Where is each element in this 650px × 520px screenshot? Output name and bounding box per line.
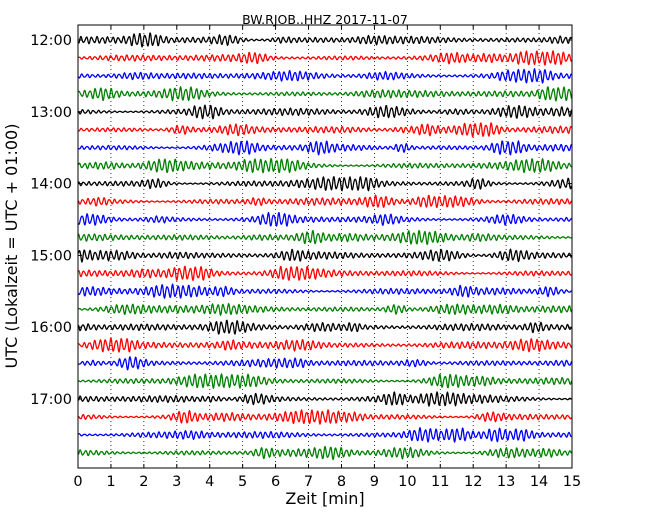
trace-line-1745: [77, 445, 573, 461]
x-tick-label: 15: [563, 474, 581, 490]
trace-line-1300: [77, 104, 573, 120]
trace-line-1545: [78, 303, 573, 316]
x-axis-label: Zeit [min]: [285, 489, 364, 508]
trace-line-1730: [78, 427, 572, 443]
trace-line-1345: [77, 157, 572, 174]
x-axis: 0 1 2 3 4 5 6 7 8 9 10 11 12 13 14 15: [73, 25, 581, 490]
y-axis: 12:00 13:00 14:00 15:00 16:00 17:00: [30, 33, 572, 408]
trace-line-1200: [78, 32, 573, 48]
trace-line-1245: [78, 86, 573, 102]
x-tick-label: 12: [464, 474, 482, 490]
trace-line-1715: [77, 409, 573, 425]
x-tick-label: 8: [337, 474, 346, 490]
y-tick-label: 16:00: [30, 320, 72, 336]
x-tick-label: 3: [172, 474, 181, 490]
y-tick-label: 17:00: [30, 392, 72, 408]
x-tick-label: 9: [370, 474, 379, 490]
y-tick-label: 12:00: [30, 33, 72, 49]
x-tick-label: 11: [431, 474, 449, 490]
x-tick-label: 10: [398, 474, 416, 490]
y-tick-label: 15:00: [30, 248, 72, 264]
vertical-grid: [110, 25, 540, 468]
trace-line-1600: [77, 319, 573, 335]
trace-line-1615: [78, 337, 573, 353]
y-tick-label: 14:00: [30, 177, 72, 193]
trace-line-1500: [77, 248, 573, 263]
x-tick-label: 7: [304, 474, 313, 490]
x-tick-label: 6: [271, 474, 280, 490]
trace-line-1445: [77, 229, 572, 246]
trace-line-1415: [77, 194, 573, 209]
trace-line-1230: [77, 68, 572, 84]
plot-frame: [77, 24, 573, 469]
x-tick-label: 5: [238, 474, 247, 490]
seismogram-traces: [77, 32, 573, 461]
chart-title: BW.RJOB..HHZ 2017-11-07: [242, 12, 408, 27]
x-tick-label: 2: [139, 474, 148, 490]
x-tick-label: 0: [73, 474, 82, 490]
trace-line-1400: [78, 176, 573, 192]
trace-line-1330: [78, 140, 573, 156]
x-tick-label: 4: [205, 474, 214, 490]
trace-line-1515: [78, 265, 573, 282]
trace-line-1430: [77, 211, 573, 227]
y-tick-label: 13:00: [30, 105, 72, 121]
trace-line-1315: [78, 122, 573, 138]
trace-line-1630: [78, 356, 573, 371]
trace-line-1645: [78, 373, 573, 389]
trace-line-1530: [77, 283, 573, 299]
trace-line-1700: [77, 391, 572, 407]
trace-line-1215: [78, 50, 572, 66]
x-tick-label: 1: [106, 474, 115, 490]
x-tick-label: 13: [497, 474, 515, 490]
y-axis-label: UTC (Lokalzeit = UTC + 01:00): [2, 124, 21, 369]
x-tick-label: 14: [530, 474, 548, 490]
